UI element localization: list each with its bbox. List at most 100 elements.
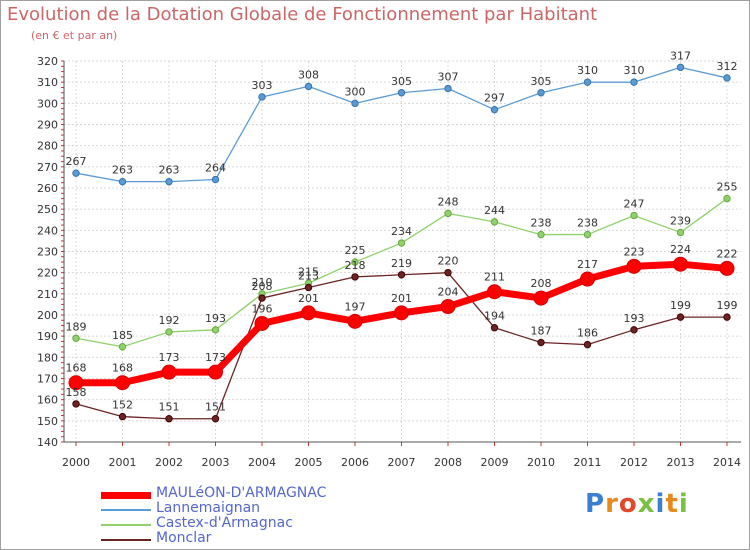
data-point-maul-on-d-armagnac <box>487 284 502 300</box>
data-point-monclar <box>165 415 173 423</box>
data-label-maul-on-d-armagnac: 173 <box>205 351 226 364</box>
data-label-castex-d-armagnac: 244 <box>484 204 505 217</box>
y-tick-label: 250 <box>37 203 58 216</box>
data-point-lannemaignan <box>537 89 545 97</box>
y-tick-label: 190 <box>37 330 58 343</box>
data-label-lannemaignan: 305 <box>531 75 552 88</box>
y-tick-label: 230 <box>37 246 58 259</box>
data-point-maul-on-d-armagnac <box>208 364 223 380</box>
data-label-maul-on-d-armagnac: 224 <box>670 243 691 256</box>
data-label-castex-d-armagnac: 185 <box>112 329 133 342</box>
data-label-monclar: 187 <box>531 325 552 338</box>
y-tick-label: 150 <box>37 415 58 428</box>
data-point-castex-d-armagnac <box>490 218 499 226</box>
data-label-maul-on-d-armagnac: 168 <box>66 362 87 375</box>
y-tick-label: 200 <box>37 309 58 322</box>
x-tick-label: 2014 <box>713 456 741 469</box>
data-point-lannemaignan <box>397 89 406 97</box>
chart-subtitle: (en € et par an) <box>31 29 118 42</box>
data-label-monclar: 193 <box>624 312 645 325</box>
y-tick-label: 300 <box>37 97 58 110</box>
data-label-lannemaignan: 317 <box>670 49 691 62</box>
data-point-monclar <box>118 412 127 421</box>
data-label-maul-on-d-armagnac: 217 <box>577 258 598 271</box>
y-tick-label: 270 <box>37 161 58 174</box>
y-tick-label: 320 <box>37 55 58 68</box>
data-label-lannemaignan: 310 <box>577 64 598 77</box>
data-label-lannemaignan: 264 <box>205 162 226 175</box>
data-label-maul-on-d-armagnac: 222 <box>717 247 738 260</box>
x-tick-label: 2007 <box>388 456 416 469</box>
data-point-castex-d-armagnac <box>118 343 127 351</box>
data-point-maul-on-d-armagnac <box>254 315 270 331</box>
data-point-maul-on-d-armagnac <box>626 258 642 274</box>
y-tick-label: 310 <box>37 76 58 89</box>
data-label-castex-d-armagnac: 247 <box>624 198 645 211</box>
data-point-castex-d-armagnac <box>444 209 452 218</box>
data-point-monclar <box>583 340 592 349</box>
data-label-monclar: 199 <box>717 299 738 312</box>
data-point-lannemaignan <box>676 63 685 72</box>
data-label-maul-on-d-armagnac: 204 <box>438 286 459 299</box>
data-point-lannemaignan <box>444 84 452 93</box>
x-tick-label: 2009 <box>481 456 509 469</box>
data-label-monclar: 219 <box>391 257 412 270</box>
data-label-lannemaignan: 300 <box>345 85 366 98</box>
data-label-castex-d-armagnac: 255 <box>717 181 738 194</box>
data-point-maul-on-d-armagnac <box>440 299 456 315</box>
y-tick-label: 140 <box>37 436 58 449</box>
y-tick-label: 280 <box>37 140 58 153</box>
legend-label: MAULéON-D'ARMAGNAC <box>156 485 327 501</box>
data-point-lannemaignan <box>723 74 731 82</box>
data-point-lannemaignan <box>118 177 127 186</box>
data-point-monclar <box>676 313 685 321</box>
data-label-castex-d-armagnac: 215 <box>298 265 319 278</box>
data-point-maul-on-d-armagnac <box>301 305 316 321</box>
data-point-maul-on-d-armagnac <box>347 313 363 329</box>
data-point-maul-on-d-armagnac <box>719 260 735 276</box>
data-label-maul-on-d-armagnac: 168 <box>112 362 133 375</box>
data-label-monclar: 218 <box>345 259 366 272</box>
data-point-maul-on-d-armagnac <box>161 364 177 380</box>
data-label-lannemaignan: 312 <box>717 60 738 73</box>
data-point-lannemaignan <box>490 105 499 114</box>
data-label-maul-on-d-armagnac: 201 <box>391 292 412 305</box>
y-tick-label: 210 <box>37 288 58 301</box>
data-point-castex-d-armagnac <box>676 228 685 237</box>
data-point-monclar <box>723 313 731 321</box>
legend-swatch <box>101 509 151 511</box>
x-tick-label: 2006 <box>341 456 369 469</box>
data-label-monclar: 220 <box>438 255 459 268</box>
data-point-monclar <box>211 415 220 423</box>
data-point-castex-d-armagnac <box>583 230 592 239</box>
data-label-castex-d-armagnac: 248 <box>438 195 459 208</box>
data-point-castex-d-armagnac <box>397 239 406 247</box>
legend-swatch <box>101 524 151 526</box>
data-point-monclar <box>304 283 313 292</box>
legend-label: Monclar <box>156 530 212 546</box>
data-point-monclar <box>72 400 80 408</box>
data-point-maul-on-d-armagnac <box>115 375 130 391</box>
data-point-monclar <box>258 294 266 302</box>
data-label-castex-d-armagnac: 210 <box>252 276 273 289</box>
y-tick-label: 260 <box>37 182 58 195</box>
data-label-lannemaignan: 263 <box>112 164 133 177</box>
data-point-castex-d-armagnac <box>165 328 173 336</box>
data-point-lannemaignan <box>351 99 359 108</box>
data-label-castex-d-armagnac: 238 <box>531 217 552 230</box>
x-tick-label: 2001 <box>109 456 137 469</box>
chart-title: Evolution de la Dotation Globale de Fonc… <box>7 4 598 25</box>
data-label-maul-on-d-armagnac: 197 <box>345 300 366 313</box>
data-label-castex-d-armagnac: 189 <box>66 320 87 333</box>
data-label-monclar: 199 <box>670 299 691 312</box>
data-point-lannemaignan <box>165 177 173 186</box>
data-point-lannemaignan <box>630 78 638 86</box>
data-label-castex-d-armagnac: 225 <box>345 244 366 257</box>
data-point-lannemaignan <box>72 169 80 177</box>
data-point-maul-on-d-armagnac <box>673 256 688 272</box>
y-tick-label: 220 <box>37 267 58 280</box>
x-tick-label: 2004 <box>248 456 276 469</box>
data-label-castex-d-armagnac: 239 <box>670 214 691 227</box>
